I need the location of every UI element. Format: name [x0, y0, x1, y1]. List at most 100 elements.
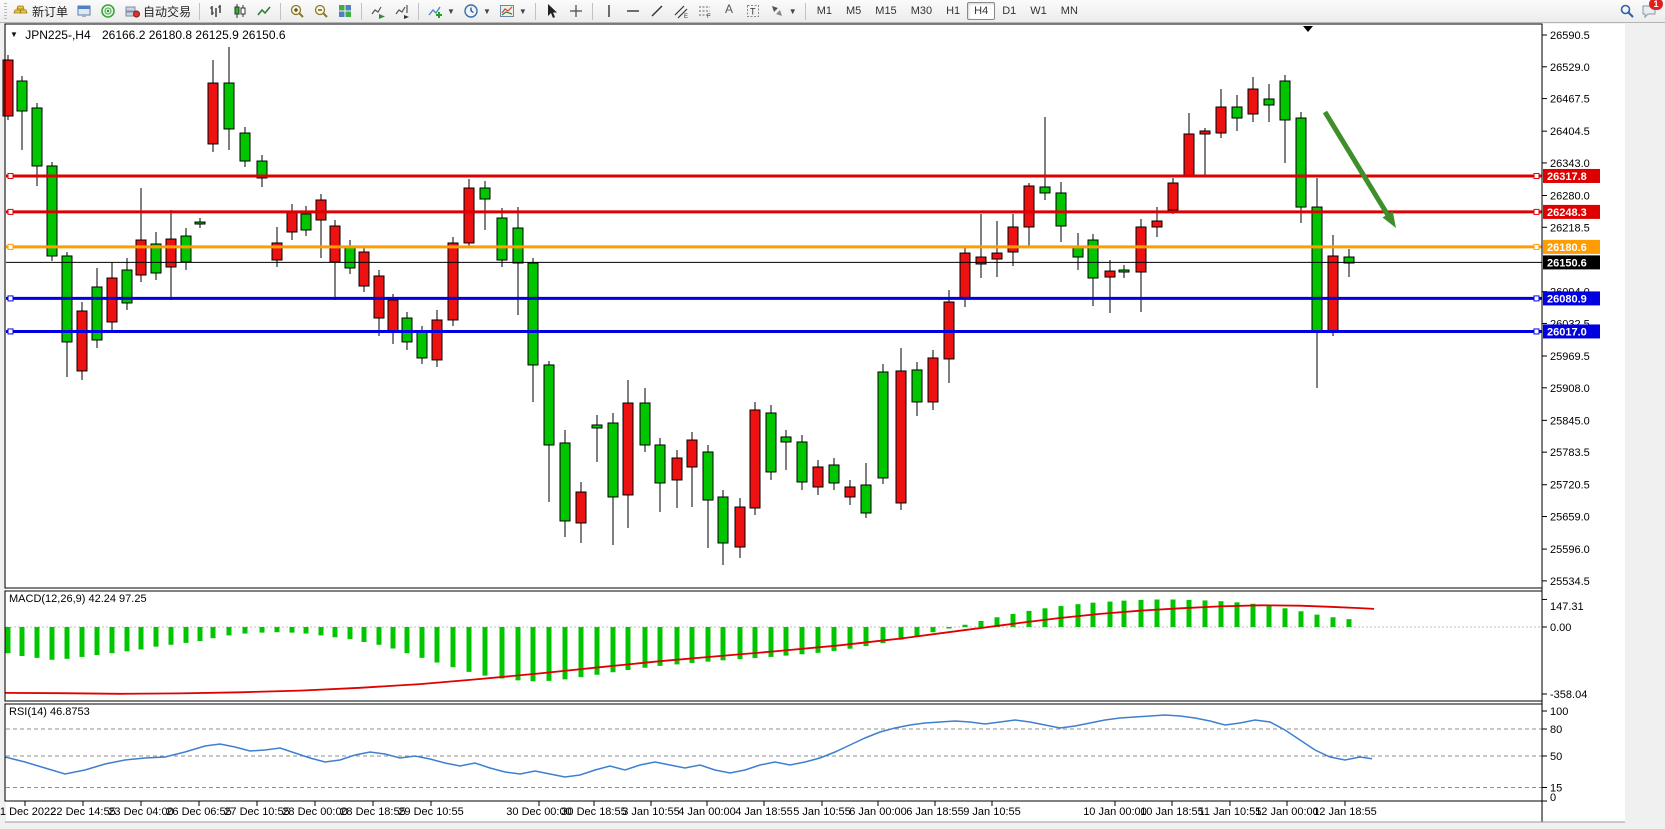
crosshair-button[interactable] [564, 0, 588, 22]
text-button[interactable]: A [717, 0, 741, 22]
chevron-down-icon: ▼ [447, 6, 455, 16]
svg-text:30 Dec 18:55: 30 Dec 18:55 [561, 806, 626, 818]
tf-M30[interactable]: M30 [910, 5, 933, 17]
svg-text:12 Jan 18:55: 12 Jan 18:55 [1313, 806, 1377, 818]
svg-text:11 Jan 10:55: 11 Jan 10:55 [1199, 806, 1262, 818]
vertical-line-button[interactable] [597, 0, 621, 22]
chart-shift-button[interactable] [390, 0, 414, 22]
tf-M15[interactable]: M15 [875, 5, 897, 17]
svg-text:25596.0: 25596.0 [1550, 544, 1590, 556]
macd-signal-line [4, 604, 1375, 695]
vertical-line-icon [601, 3, 617, 19]
svg-text:26080.9: 26080.9 [1547, 293, 1587, 305]
svg-text:26343.0: 26343.0 [1550, 158, 1590, 170]
channel-button[interactable]: E [669, 0, 693, 22]
svg-text:26467.5: 26467.5 [1550, 94, 1590, 106]
chart-title: ▼ JPN225-,H4 26166.2 26180.8 26125.9 261… [10, 28, 286, 42]
gold-bars-icon [13, 3, 29, 19]
auto-scroll-button[interactable] [366, 0, 390, 22]
text-label-button[interactable]: T [741, 0, 765, 22]
notification-badge: 1 [1649, 0, 1663, 10]
chart-shift-icon [394, 3, 410, 19]
cursor-icon [544, 3, 560, 19]
line-chart-button[interactable] [252, 0, 276, 22]
tf-M5[interactable]: M5 [846, 5, 862, 17]
svg-text:26529.0: 26529.0 [1550, 62, 1590, 74]
timeframe-group: M1 M5 M15 M30 H1 H4 D1 W1 MN [810, 2, 1085, 20]
tf-W1[interactable]: W1 [1030, 5, 1047, 17]
arrows-icon [769, 3, 785, 19]
svg-text:-358.04: -358.04 [1550, 689, 1587, 701]
periods-button[interactable]: ▼ [459, 0, 495, 22]
cursor-button[interactable] [540, 0, 564, 22]
svg-text:26180.6: 26180.6 [1547, 242, 1587, 254]
separator [534, 2, 536, 20]
zoom-in-icon [289, 3, 305, 19]
separator [361, 2, 363, 20]
tf-D1[interactable]: D1 [1002, 5, 1017, 17]
arrows-button[interactable]: ▼ [765, 0, 801, 22]
terminal-button[interactable] [72, 0, 96, 22]
notifications-button[interactable]: 1 [1641, 0, 1663, 19]
signals-button[interactable] [96, 0, 120, 22]
svg-text:25659.0: 25659.0 [1550, 512, 1590, 524]
chevron-down-icon: ▼ [518, 6, 527, 16]
svg-text:A: A [725, 2, 733, 16]
tf-M1[interactable]: M1 [816, 5, 832, 17]
horizontal-line-objects[interactable] [6, 172, 1542, 335]
trend-arrow-annotation[interactable] [1322, 110, 1396, 228]
svg-text:26280.0: 26280.0 [1550, 191, 1590, 203]
candlestick-chart-icon [232, 3, 248, 19]
svg-text:5 Jan 10:55: 5 Jan 10:55 [793, 806, 851, 818]
one-click-collapse-icon[interactable]: ▼ [10, 30, 18, 39]
templates-button[interactable]: ▼ [495, 0, 531, 22]
svg-text:30 Dec 00:00: 30 Dec 00:00 [506, 806, 571, 818]
clock-icon [463, 3, 479, 19]
tf-MN[interactable]: MN [1060, 5, 1078, 17]
bar-chart-icon [208, 3, 224, 19]
zoom-out-button[interactable] [309, 0, 333, 22]
indicators-button[interactable]: ▼ [423, 0, 459, 22]
chart-symbol-period: JPN225-,H4 [25, 28, 91, 42]
price-axis[interactable]: 26590.5 26529.0 26467.5 26404.5 26343.0 26280… [1542, 30, 1600, 588]
svg-text:26248.3: 26248.3 [1547, 207, 1587, 219]
search-icon[interactable] [1619, 3, 1635, 19]
rsi-line [4, 714, 1373, 778]
svg-text:15: 15 [1550, 783, 1562, 795]
zoom-in-button[interactable] [285, 0, 309, 22]
macd-histogram [5, 599, 1352, 682]
price-shift-marker[interactable] [1303, 26, 1313, 32]
auto-trading-button[interactable]: 自动交易 [120, 0, 195, 22]
new-order-label: 新订单 [32, 4, 69, 19]
rsi-indicator-label: RSI(14) 46.8753 [9, 706, 90, 718]
crosshair-icon [568, 3, 584, 19]
candlestick-chart-button[interactable] [228, 0, 252, 22]
tf-H4[interactable]: H4 [967, 2, 996, 20]
svg-text:0.00: 0.00 [1550, 622, 1571, 634]
svg-text:10 Jan 00:00: 10 Jan 00:00 [1083, 806, 1147, 818]
horizontal-line-button[interactable] [621, 0, 645, 22]
svg-text:4 Jan 00:00: 4 Jan 00:00 [678, 806, 736, 818]
tf-H1[interactable]: H1 [946, 5, 961, 17]
svg-text:25534.5: 25534.5 [1550, 576, 1590, 588]
svg-text:29 Dec 10:55: 29 Dec 10:55 [398, 806, 463, 818]
tile-windows-button[interactable] [333, 0, 357, 22]
svg-text:26017.0: 26017.0 [1547, 326, 1587, 338]
bar-chart-button[interactable] [204, 0, 228, 22]
trendline-button[interactable] [645, 0, 669, 22]
chevron-down-icon: ▼ [482, 6, 491, 16]
svg-text:3 Jan 10:55: 3 Jan 10:55 [622, 806, 680, 818]
fibonacci-button[interactable]: F [693, 0, 717, 22]
separator [418, 2, 420, 20]
svg-text:25845.0: 25845.0 [1550, 415, 1590, 427]
svg-text:26 Dec 06:55: 26 Dec 06:55 [166, 806, 231, 818]
svg-text:F: F [707, 14, 711, 19]
svg-text:6 Jan 18:55: 6 Jan 18:55 [906, 806, 964, 818]
separator [199, 2, 201, 20]
indicators-icon [427, 3, 443, 19]
new-order-button[interactable]: 新订单 [9, 0, 72, 22]
template-icon [499, 3, 515, 19]
